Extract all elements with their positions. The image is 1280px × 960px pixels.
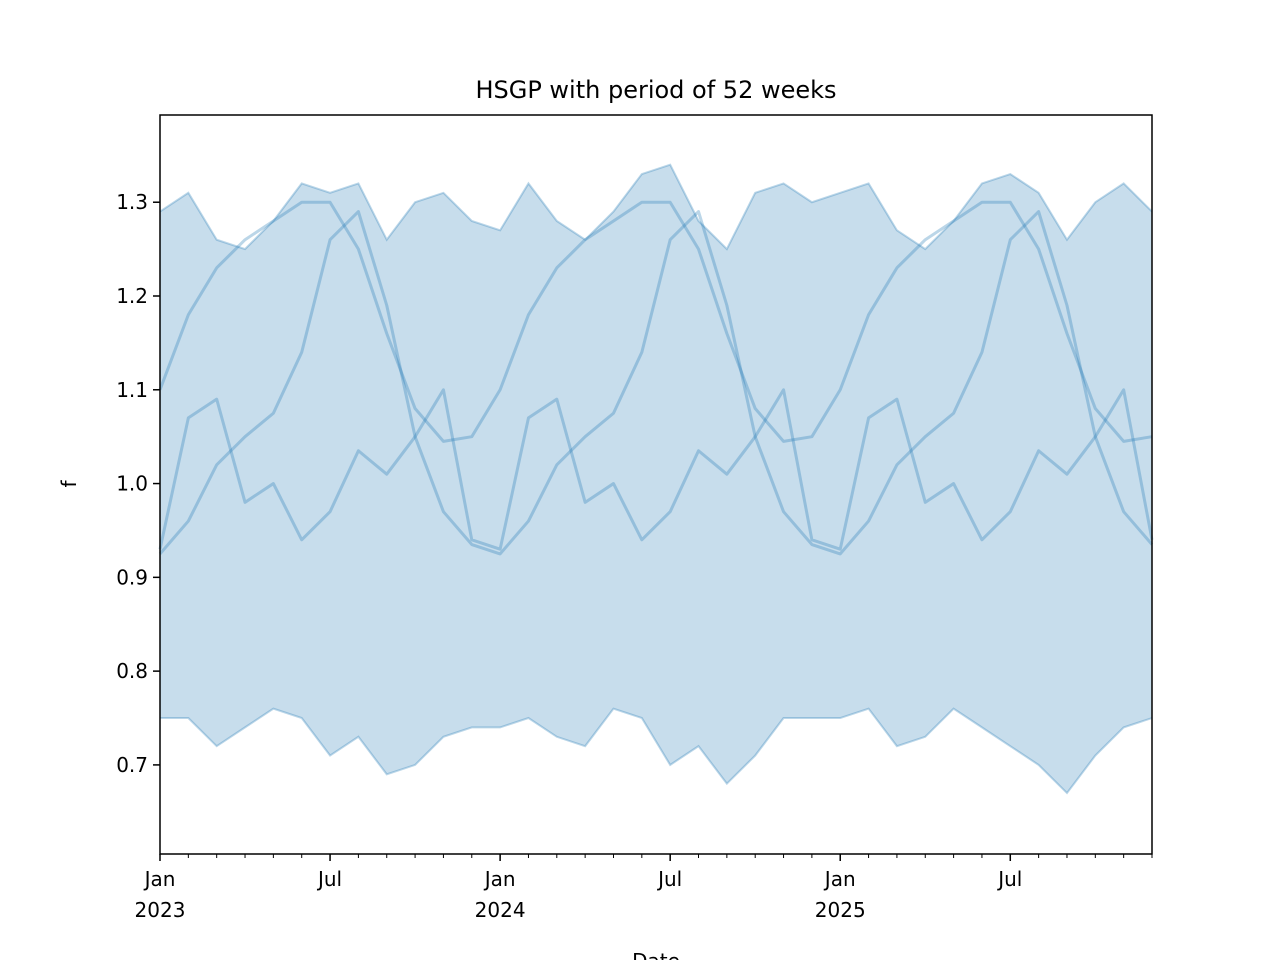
band-lower-edge	[160, 707, 1153, 795]
x-tick-label: Jan 2024	[475, 867, 526, 922]
y-tick-label: 1.3	[116, 190, 148, 214]
series-line	[158, 210, 1154, 556]
y-tick-label: 1.2	[116, 284, 148, 308]
x-tick-label: Jul	[656, 867, 682, 891]
series-line	[158, 388, 1154, 551]
x-tick-label: Jan 2025	[815, 867, 866, 922]
band-upper-edge	[159, 163, 1153, 251]
y-axis-label: f	[57, 480, 81, 488]
y-tick-label: 1.1	[116, 378, 148, 402]
x-tick-label: Jul	[316, 867, 342, 891]
y-tick-label: 0.8	[116, 659, 148, 683]
y-tick-label: 1.0	[116, 472, 148, 496]
chart-title: HSGP with period of 52 weeks	[475, 76, 836, 104]
y-tick-label: 0.9	[116, 565, 148, 589]
series-line	[158, 200, 1153, 443]
x-axis-label: Date	[632, 949, 680, 960]
x-tick-label: Jul	[996, 867, 1022, 891]
plot-frame	[159, 114, 1153, 855]
band-area	[160, 164, 1152, 794]
x-tick-label: Jan 2023	[135, 867, 186, 922]
y-tick-label: 0.7	[116, 753, 148, 777]
